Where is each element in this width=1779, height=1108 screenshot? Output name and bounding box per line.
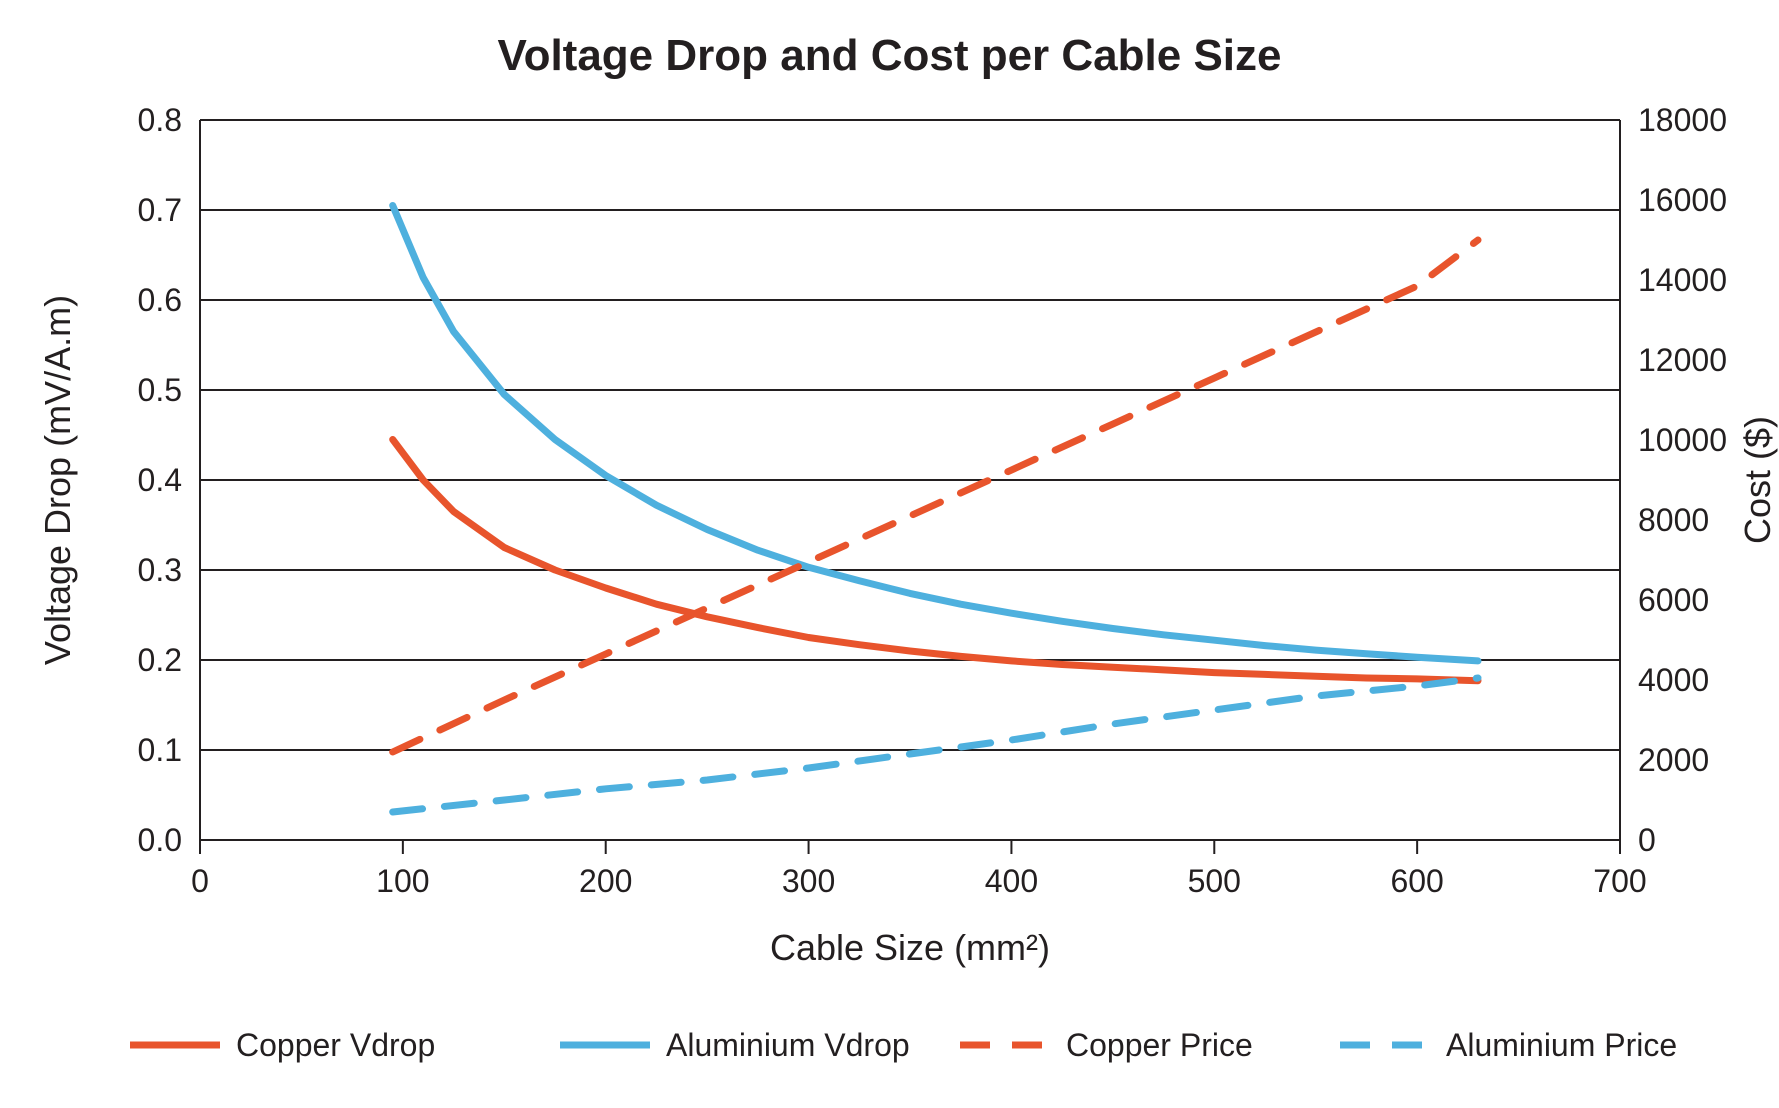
y-left-tick-label: 0.7 — [138, 192, 182, 228]
y-right-tick-label: 10000 — [1638, 422, 1727, 458]
y-left-tick-label: 0.2 — [138, 642, 182, 678]
y-right-tick-label: 14000 — [1638, 262, 1727, 298]
y-left-tick-label: 0.3 — [138, 552, 182, 588]
y-right-tick-label: 2000 — [1638, 742, 1709, 778]
x-tick-label: 0 — [191, 863, 209, 899]
y-left-tick-label: 0.5 — [138, 372, 182, 408]
legend-label: Aluminium Price — [1446, 1027, 1677, 1063]
x-tick-label: 700 — [1593, 863, 1646, 899]
legend-label: Copper Price — [1066, 1027, 1253, 1063]
y-left-tick-label: 0.6 — [138, 282, 182, 318]
x-tick-label: 300 — [782, 863, 835, 899]
y-left-axis-label: Voltage Drop (mV/A.m) — [37, 295, 78, 665]
y-right-tick-label: 8000 — [1638, 502, 1709, 538]
y-right-tick-label: 6000 — [1638, 582, 1709, 618]
y-right-axis-label: Cost ($) — [1737, 416, 1778, 544]
x-tick-label: 200 — [579, 863, 632, 899]
x-tick-label: 400 — [985, 863, 1038, 899]
x-axis-label: Cable Size (mm²) — [770, 927, 1050, 968]
y-left-tick-label: 0.4 — [138, 462, 182, 498]
chart-title: Voltage Drop and Cost per Cable Size — [498, 31, 1282, 80]
legend-label: Copper Vdrop — [236, 1027, 435, 1063]
y-right-tick-label: 16000 — [1638, 182, 1727, 218]
y-left-tick-label: 0.8 — [138, 102, 182, 138]
voltage-cost-chart: Voltage Drop and Cost per Cable Size 0 100… — [0, 0, 1779, 1108]
chart-container: Voltage Drop and Cost per Cable Size 0 100… — [0, 0, 1779, 1108]
x-tick-label: 500 — [1188, 863, 1241, 899]
y-right-tick-label: 12000 — [1638, 342, 1727, 378]
legend-label: Aluminium Vdrop — [666, 1027, 910, 1063]
x-tick-label: 100 — [376, 863, 429, 899]
x-tick-label: 600 — [1390, 863, 1443, 899]
y-right-tick-label: 0 — [1638, 822, 1656, 858]
y-left-tick-label: 0.0 — [138, 822, 182, 858]
y-left-tick-label: 0.1 — [138, 732, 182, 768]
y-right-tick-label: 4000 — [1638, 662, 1709, 698]
y-right-tick-label: 18000 — [1638, 102, 1727, 138]
